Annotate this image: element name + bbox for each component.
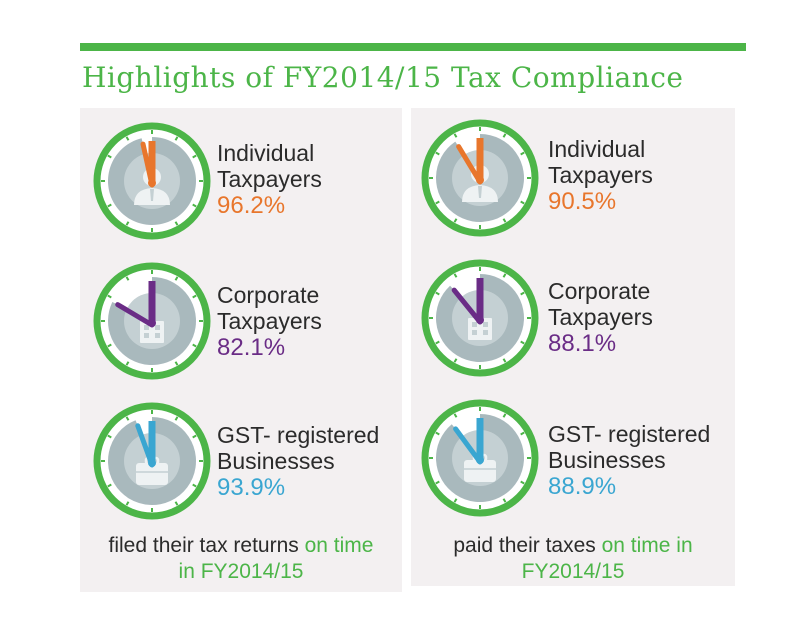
stat-label-line1: Corporate — [217, 282, 320, 308]
caption-text: paid their taxes — [453, 534, 602, 557]
stat-label-line1: Individual — [217, 140, 315, 166]
stat-percentage: 88.9% — [548, 473, 617, 500]
paid-caption: paid their taxes on time in FY2014/15 — [411, 533, 735, 585]
top-rule — [80, 43, 746, 51]
stat-individual-filed: Individual Taxpayers 96.2% — [217, 140, 322, 220]
filed-caption: filed their tax returns on time in FY201… — [80, 533, 402, 585]
stat-label-line2: Businesses — [217, 448, 335, 474]
stat-percentage: 90.5% — [548, 188, 617, 215]
clock-gst-paid — [420, 398, 540, 518]
clock-icon — [93, 262, 211, 380]
stat-label-line2: Taxpayers — [217, 166, 322, 192]
clock-icon — [93, 122, 211, 240]
page-title: Highlights of FY2014/15 Tax Compliance — [82, 61, 684, 94]
stat-label-line2: Taxpayers — [217, 308, 322, 334]
building-icon — [140, 321, 164, 343]
stat-label-line2: Businesses — [548, 447, 666, 473]
stat-label-line1: Corporate — [548, 278, 651, 304]
stat-individual-paid: Individual Taxpayers 90.5% — [548, 136, 653, 216]
stat-corporate-paid: Corporate Taxpayers 88.1% — [548, 278, 653, 358]
caption-highlight: FY2014/15 — [521, 560, 625, 583]
clock-individual-filed — [92, 121, 212, 241]
stat-percentage: 82.1% — [217, 334, 286, 361]
stat-percentage: 93.9% — [217, 474, 286, 501]
stat-gst-filed: GST- registered Businesses 93.9% — [217, 422, 379, 502]
clock-icon — [421, 119, 539, 237]
stat-percentage: 88.1% — [548, 330, 617, 357]
clock-corporate-filed — [92, 261, 212, 381]
stat-label-line1: GST- registered — [548, 421, 711, 447]
clock-icon — [421, 399, 539, 517]
stat-gst-paid: GST- registered Businesses 88.9% — [548, 421, 710, 501]
stat-label-line1: GST- registered — [217, 422, 380, 448]
stat-label-line2: Taxpayers — [548, 162, 653, 188]
caption-highlight: on time — [304, 534, 374, 557]
stat-label-line1: Individual — [548, 136, 646, 162]
clock-icon — [421, 259, 539, 377]
caption-highlight: in FY2014/15 — [178, 560, 304, 583]
stat-label-line2: Taxpayers — [548, 304, 653, 330]
clock-icon — [93, 402, 211, 520]
clock-individual-paid — [420, 118, 540, 238]
stat-corporate-filed: Corporate Taxpayers 82.1% — [217, 282, 322, 362]
clock-gst-filed — [92, 401, 212, 521]
building-icon — [468, 318, 492, 340]
caption-text: filed their tax returns — [108, 534, 305, 557]
clock-corporate-paid — [420, 258, 540, 378]
caption-highlight: on time in — [601, 534, 693, 557]
stat-percentage: 96.2% — [217, 192, 286, 219]
